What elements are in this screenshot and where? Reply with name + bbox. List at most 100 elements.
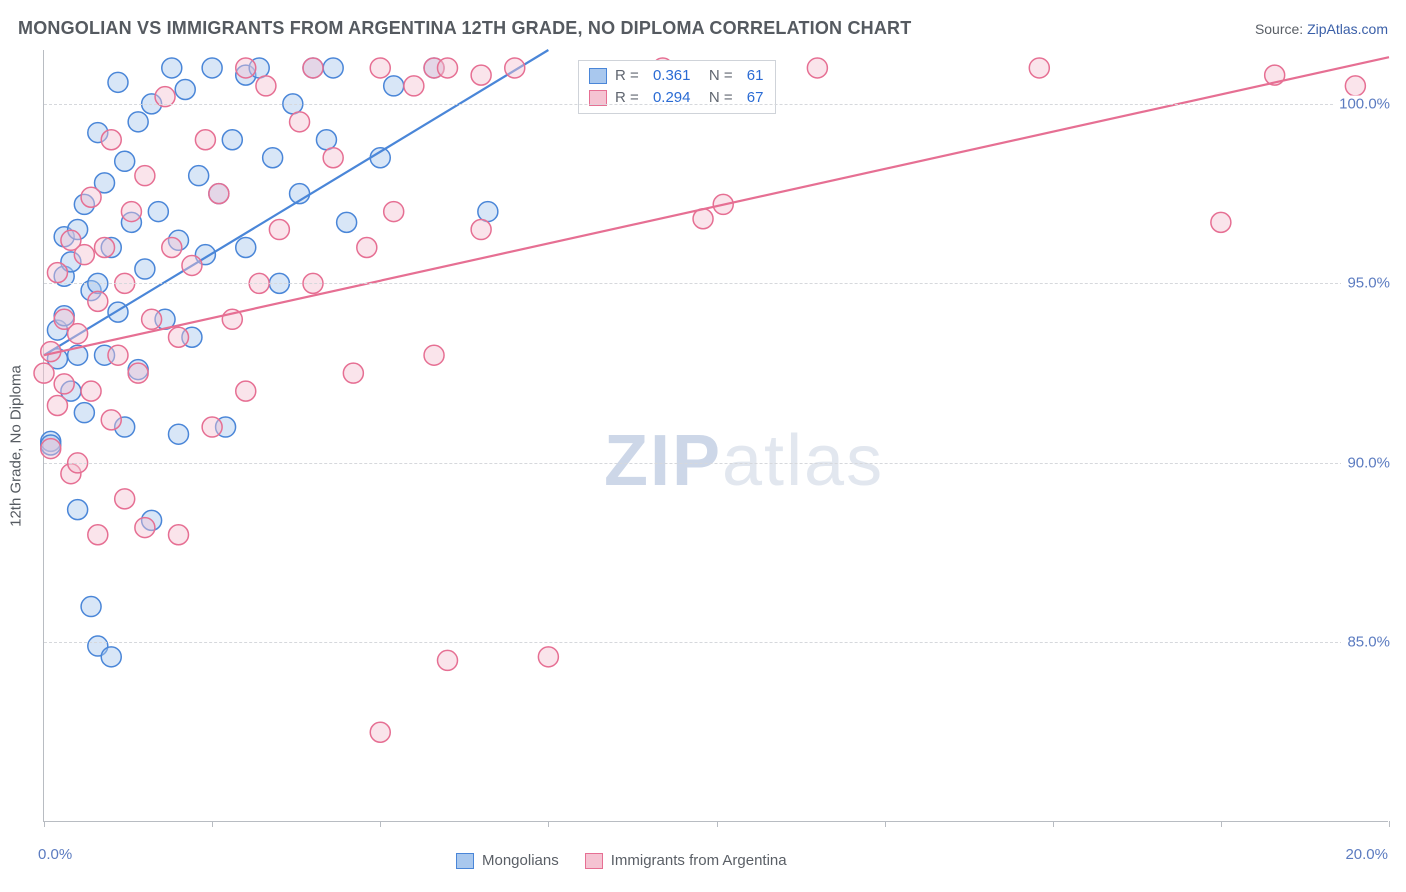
data-point-mongolians — [316, 130, 336, 150]
data-point-argentina — [101, 130, 121, 150]
y-tick-label: 95.0% — [1341, 275, 1390, 292]
x-tick-mark — [1053, 821, 1054, 827]
data-point-argentina — [169, 525, 189, 545]
data-point-mongolians — [236, 237, 256, 257]
legend-item-mongolians: Mongolians — [456, 852, 559, 869]
swatch-bottom-mongolians — [456, 853, 474, 869]
n-value-argentina: 67 — [747, 87, 764, 109]
y-tick-label: 100.0% — [1333, 95, 1390, 112]
series-legend: Mongolians Immigrants from Argentina — [456, 852, 787, 869]
data-point-argentina — [1345, 76, 1365, 96]
data-point-mongolians — [202, 58, 222, 78]
chart-title: MONGOLIAN VS IMMIGRANTS FROM ARGENTINA 1… — [18, 18, 911, 39]
data-point-argentina — [142, 309, 162, 329]
data-point-argentina — [88, 525, 108, 545]
data-point-argentina — [162, 237, 182, 257]
data-point-argentina — [323, 148, 343, 168]
legend-item-argentina: Immigrants from Argentina — [585, 852, 787, 869]
swatch-mongolians — [589, 68, 607, 84]
data-point-argentina — [54, 374, 74, 394]
data-point-argentina — [101, 410, 121, 430]
data-point-argentina — [209, 184, 229, 204]
data-point-argentina — [41, 439, 61, 459]
y-axis-label: 12th Grade, No Diploma — [8, 365, 25, 527]
legend-label-mongolians: Mongolians — [482, 852, 559, 869]
source-attribution: Source: ZipAtlas.com — [1255, 21, 1388, 37]
x-tick-mark — [380, 821, 381, 827]
data-point-argentina — [424, 345, 444, 365]
data-point-mongolians — [81, 597, 101, 617]
data-point-mongolians — [175, 79, 195, 99]
data-point-argentina — [34, 363, 54, 383]
data-point-argentina — [68, 324, 88, 344]
swatch-bottom-argentina — [585, 853, 603, 869]
data-point-argentina — [81, 187, 101, 207]
n-value-mongolians: 61 — [747, 65, 764, 87]
data-point-argentina — [202, 417, 222, 437]
source-prefix: Source: — [1255, 21, 1307, 37]
chart-header: MONGOLIAN VS IMMIGRANTS FROM ARGENTINA 1… — [18, 18, 1388, 39]
data-point-mongolians — [169, 424, 189, 444]
x-tick-mark — [44, 821, 45, 827]
data-point-argentina — [121, 202, 141, 222]
x-tick-mark — [1221, 821, 1222, 827]
data-point-mongolians — [108, 72, 128, 92]
gridline-h — [44, 463, 1388, 464]
data-point-mongolians — [115, 151, 135, 171]
data-point-mongolians — [74, 403, 94, 423]
data-point-mongolians — [101, 647, 121, 667]
data-point-argentina — [370, 58, 390, 78]
data-point-mongolians — [337, 212, 357, 232]
data-point-argentina — [88, 291, 108, 311]
data-point-argentina — [236, 381, 256, 401]
r-value-argentina: 0.294 — [653, 87, 691, 109]
data-point-mongolians — [323, 58, 343, 78]
legend-label-argentina: Immigrants from Argentina — [611, 852, 787, 869]
data-point-argentina — [505, 58, 525, 78]
x-tick-mark — [212, 821, 213, 827]
data-point-argentina — [357, 237, 377, 257]
data-point-argentina — [438, 58, 458, 78]
data-point-argentina — [1211, 212, 1231, 232]
x-axis-max-label: 20.0% — [1345, 846, 1388, 863]
data-point-argentina — [236, 58, 256, 78]
data-point-mongolians — [384, 76, 404, 96]
data-point-argentina — [370, 722, 390, 742]
x-tick-mark — [548, 821, 549, 827]
data-point-argentina — [1029, 58, 1049, 78]
data-point-mongolians — [478, 202, 498, 222]
data-point-argentina — [343, 363, 363, 383]
data-point-mongolians — [148, 202, 168, 222]
data-point-argentina — [74, 245, 94, 265]
correlation-legend: R = 0.361 N = 61 R = 0.294 N = 67 — [578, 60, 776, 114]
data-point-argentina — [269, 220, 289, 240]
data-point-argentina — [303, 58, 323, 78]
gridline-h — [44, 283, 1388, 284]
data-point-argentina — [47, 263, 67, 283]
gridline-h — [44, 642, 1388, 643]
data-point-argentina — [471, 220, 491, 240]
chart-svg — [44, 50, 1388, 821]
data-point-argentina — [195, 130, 215, 150]
legend-row-mongolians: R = 0.361 N = 61 — [589, 65, 765, 87]
data-point-mongolians — [68, 500, 88, 520]
data-point-argentina — [95, 237, 115, 257]
legend-row-argentina: R = 0.294 N = 67 — [589, 87, 765, 109]
data-point-argentina — [471, 65, 491, 85]
data-point-argentina — [135, 518, 155, 538]
x-tick-mark — [717, 821, 718, 827]
data-point-argentina — [182, 255, 202, 275]
gridline-h — [44, 104, 1388, 105]
data-point-argentina — [115, 489, 135, 509]
data-point-mongolians — [189, 166, 209, 186]
data-point-argentina — [384, 202, 404, 222]
r-value-mongolians: 0.361 — [653, 65, 691, 87]
data-point-argentina — [108, 345, 128, 365]
data-point-mongolians — [263, 148, 283, 168]
data-point-mongolians — [128, 112, 148, 132]
x-axis-min-label: 0.0% — [38, 846, 72, 863]
data-point-mongolians — [222, 130, 242, 150]
data-point-argentina — [81, 381, 101, 401]
source-link[interactable]: ZipAtlas.com — [1307, 21, 1388, 37]
data-point-argentina — [256, 76, 276, 96]
